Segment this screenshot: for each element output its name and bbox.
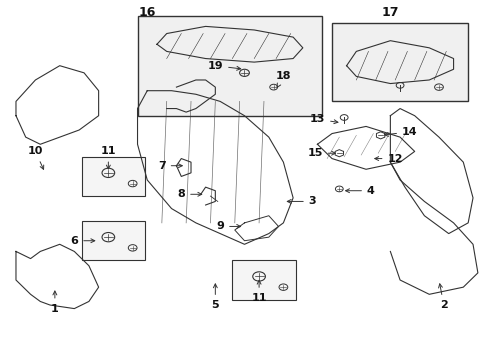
Text: 6: 6	[70, 236, 95, 246]
Text: 4: 4	[345, 186, 374, 196]
Text: 14: 14	[384, 127, 417, 137]
FancyBboxPatch shape	[232, 260, 295, 300]
Text: 12: 12	[374, 154, 402, 163]
FancyBboxPatch shape	[81, 157, 144, 196]
Text: 2: 2	[438, 284, 447, 310]
Text: 16: 16	[138, 6, 156, 19]
Text: 15: 15	[306, 148, 335, 158]
Text: 18: 18	[275, 71, 290, 87]
Text: 13: 13	[309, 114, 337, 124]
Text: 17: 17	[381, 6, 398, 19]
Text: 11: 11	[101, 147, 116, 169]
Text: 5: 5	[211, 284, 219, 310]
Text: 9: 9	[216, 221, 240, 231]
Text: 8: 8	[177, 189, 202, 199]
Bar	[331, 23, 467, 102]
Text: 10: 10	[28, 147, 43, 169]
Text: 19: 19	[207, 61, 240, 71]
Bar	[137, 16, 322, 116]
FancyBboxPatch shape	[81, 221, 144, 260]
Text: 3: 3	[286, 197, 316, 206]
Text: 11: 11	[251, 280, 266, 303]
Text: 1: 1	[51, 291, 59, 314]
Text: 7: 7	[158, 161, 182, 171]
